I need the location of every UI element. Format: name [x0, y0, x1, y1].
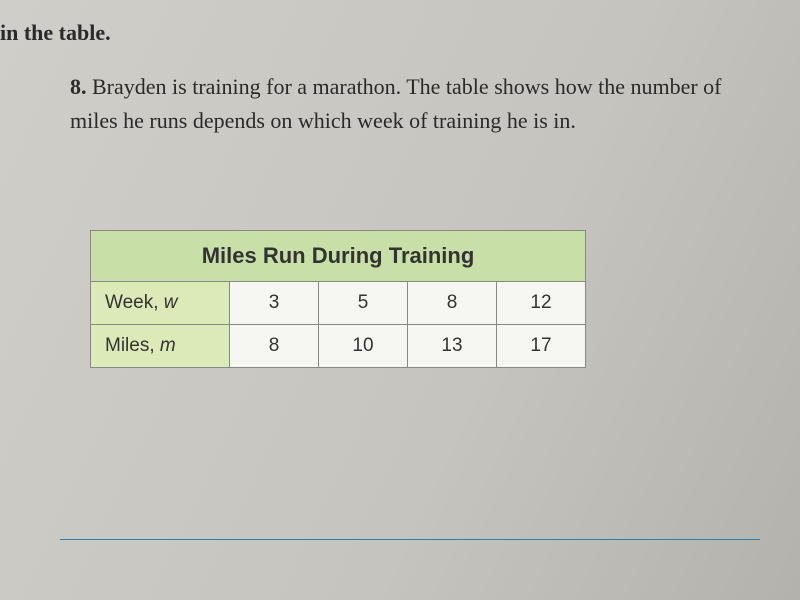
- row-label-var: w: [164, 292, 178, 313]
- data-cell: 10: [319, 325, 408, 368]
- data-cell: 13: [408, 325, 497, 368]
- table-title: Miles Run During Training: [91, 231, 586, 282]
- data-cell: 8: [408, 282, 497, 325]
- table-row: Miles, m 8 10 13 17: [91, 325, 586, 368]
- table: Miles Run During Training Week, w 3 5 8 …: [90, 230, 586, 368]
- data-cell: 8: [230, 325, 319, 368]
- table-row: Week, w 3 5 8 12: [91, 282, 586, 325]
- row-label-week: Week, w: [91, 282, 230, 325]
- row-label-miles: Miles, m: [91, 325, 230, 368]
- table-title-row: Miles Run During Training: [91, 231, 586, 282]
- row-label-var: m: [160, 335, 176, 356]
- problem-block: 8. Brayden is training for a marathon. T…: [70, 70, 760, 138]
- problem-text: 8. Brayden is training for a marathon. T…: [70, 74, 722, 133]
- data-cell: 17: [497, 325, 586, 368]
- problem-number: 8.: [70, 74, 87, 99]
- textbook-page: in the table. 8. Brayden is training for…: [0, 0, 800, 600]
- data-cell: 5: [319, 282, 408, 325]
- problem-body: Brayden is training for a marathon. The …: [70, 74, 722, 133]
- row-label-text: Week,: [105, 292, 159, 313]
- page-header-fragment: in the table.: [0, 20, 111, 46]
- training-table: Miles Run During Training Week, w 3 5 8 …: [90, 230, 586, 368]
- data-cell: 3: [230, 282, 319, 325]
- data-cell: 12: [497, 282, 586, 325]
- horizontal-rule: [60, 539, 760, 540]
- row-label-text: Miles,: [105, 335, 155, 356]
